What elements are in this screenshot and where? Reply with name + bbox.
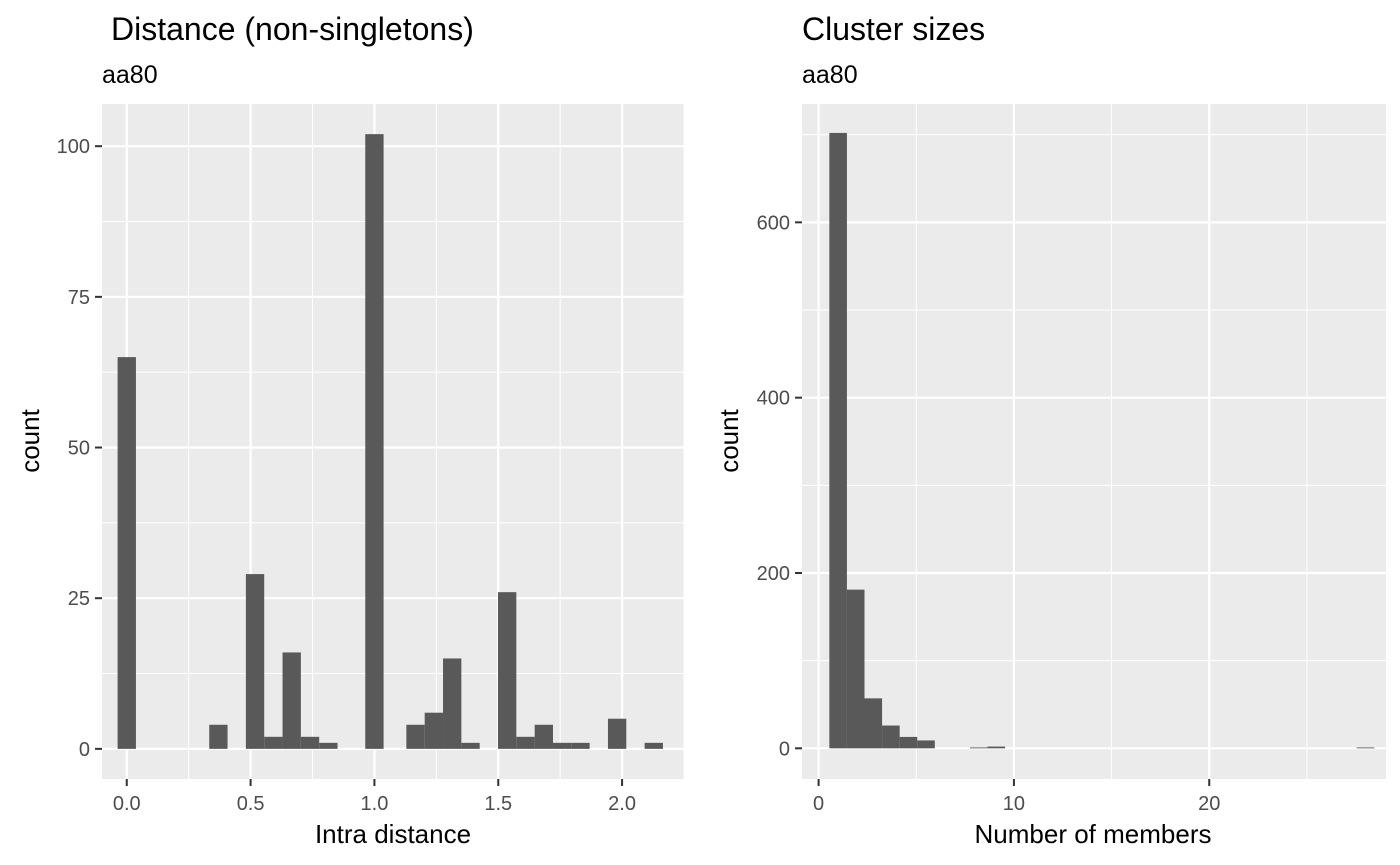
x-tick-label: 0: [813, 793, 824, 815]
histogram-bar: [424, 712, 444, 749]
x-axis-title: Number of members: [975, 819, 1212, 849]
histogram-bar: [443, 658, 462, 749]
y-tick-label: 50: [68, 438, 90, 460]
histogram-bar: [552, 742, 572, 749]
y-axis-title: count: [714, 408, 744, 472]
histogram-bar: [406, 724, 425, 749]
distance-chart: Distance (non-singletons) aa80 0 25 50 75 10…: [15, 11, 685, 849]
y-tick-label: 600: [757, 212, 790, 234]
x-tick-label: 2.0: [608, 793, 636, 815]
y-tick-label: 400: [757, 388, 790, 410]
chart-subtitle: aa80: [802, 61, 858, 89]
histogram-bar: [829, 132, 847, 749]
histogram-bar: [864, 698, 883, 749]
histogram-bar: [644, 742, 663, 749]
histogram-bar: [461, 742, 480, 749]
chart-title: Distance (non-singletons): [111, 11, 474, 47]
histogram-bar: [571, 742, 590, 749]
x-tick-label: 10: [1003, 793, 1025, 815]
panel-background: [102, 104, 684, 779]
histogram-bar: [607, 718, 627, 749]
histogram-bar: [882, 725, 900, 749]
histogram-bar: [516, 736, 535, 749]
y-tick-label: 200: [757, 563, 790, 585]
histogram-bar: [969, 747, 988, 749]
y-tick-label: 75: [68, 287, 90, 309]
histogram-bar: [209, 724, 228, 749]
histogram-bar: [282, 652, 301, 749]
y-tick-label: 0: [779, 738, 790, 760]
plot-area: 0 25 50 75 100 0.0 0.5 1.0 1.5 2.0: [57, 104, 685, 815]
plot-area: 0 200 400 600 0 10 20: [757, 104, 1386, 815]
y-axis-title: count: [15, 408, 45, 472]
panel-background: [802, 104, 1386, 779]
chart-title: Cluster sizes: [802, 11, 985, 47]
histogram-bar: [1356, 747, 1375, 749]
histogram-bar: [899, 736, 918, 749]
x-tick-label: 0.5: [237, 793, 265, 815]
histogram-bar: [534, 724, 553, 749]
histogram-bar: [917, 740, 935, 749]
histogram-bar: [365, 134, 384, 749]
histogram-bar: [846, 589, 865, 749]
histogram-bar: [264, 736, 283, 749]
x-tick-label: 0.0: [113, 793, 141, 815]
histogram-bar: [245, 574, 265, 749]
histogram-bar: [498, 592, 517, 749]
x-tick-label: 1.0: [361, 793, 389, 815]
y-tick-label: 0: [79, 739, 90, 761]
chart-subtitle: aa80: [102, 61, 158, 89]
histogram-bar: [300, 736, 320, 749]
histogram-bar: [117, 357, 136, 749]
y-tick-label: 25: [68, 588, 90, 610]
y-tick-label: 100: [57, 136, 90, 158]
histogram-bar: [319, 742, 338, 749]
x-tick-label: 1.5: [484, 793, 512, 815]
cluster-sizes-chart: Cluster sizes aa80 0 200 400 600 0 10 20 Numbe…: [714, 11, 1386, 849]
histogram-bar: [987, 746, 1006, 749]
x-tick-label: 20: [1198, 793, 1220, 815]
x-axis-title: Intra distance: [315, 819, 471, 849]
